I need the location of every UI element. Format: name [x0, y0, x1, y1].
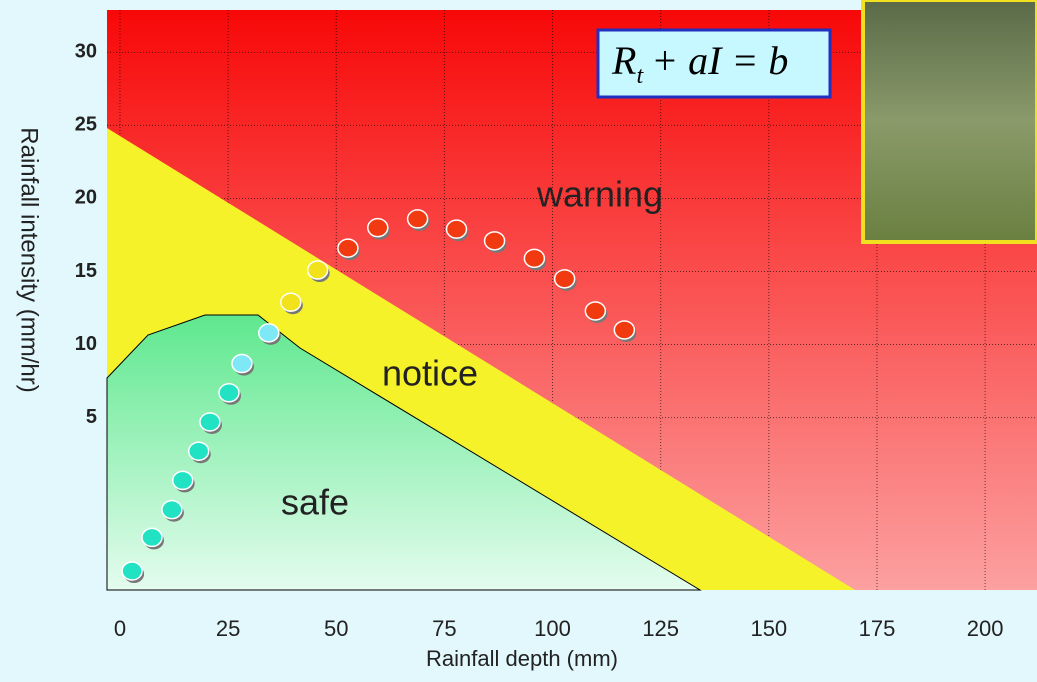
y-axis-label: Rainfall intensity (mm/hr) [16, 127, 43, 392]
x-tick-label: 0 [114, 616, 126, 641]
data-point [555, 270, 575, 288]
x-tick-label: 150 [750, 616, 787, 641]
y-tick-label: 20 [75, 187, 97, 209]
x-tick-label: 125 [642, 616, 679, 641]
x-tick-label: 75 [432, 616, 456, 641]
data-point [447, 220, 467, 238]
data-point [485, 232, 505, 250]
x-tick-label: 50 [324, 616, 348, 641]
site-photo [863, 0, 1037, 242]
x-tick-label: 175 [859, 616, 896, 641]
zone-label: notice [382, 353, 478, 394]
x-tick-label: 25 [216, 616, 240, 641]
data-point [259, 324, 279, 342]
y-tick-label: 10 [75, 333, 97, 355]
data-point [281, 293, 301, 311]
equation-part: R [611, 38, 636, 83]
data-point [408, 210, 428, 228]
data-point [122, 562, 142, 580]
zone-label: warning [536, 174, 663, 215]
data-point [219, 384, 239, 402]
data-point [200, 413, 220, 431]
data-point [338, 239, 358, 257]
chart: Rt+ aI = b warning notice safe Rainfall … [0, 0, 1037, 677]
data-point [162, 501, 182, 519]
y-tick-label: 25 [75, 114, 97, 136]
equation-part: + aI = b [651, 38, 788, 83]
y-tick-label: 5 [86, 406, 97, 428]
x-axis-label: Rainfall depth (mm) [426, 646, 618, 671]
data-point [368, 219, 388, 237]
x-tick-label: 200 [967, 616, 1004, 641]
data-point [524, 249, 544, 267]
zone-label: safe [281, 482, 349, 523]
x-tick-label: 100 [534, 616, 571, 641]
y-tick-label: 30 [75, 41, 97, 63]
data-point [142, 528, 162, 546]
data-point [308, 261, 328, 279]
data-point [173, 471, 193, 489]
data-point [614, 321, 634, 339]
data-point [232, 355, 252, 373]
y-tick-label: 15 [75, 260, 97, 282]
data-point [189, 442, 209, 460]
data-point [585, 302, 605, 320]
